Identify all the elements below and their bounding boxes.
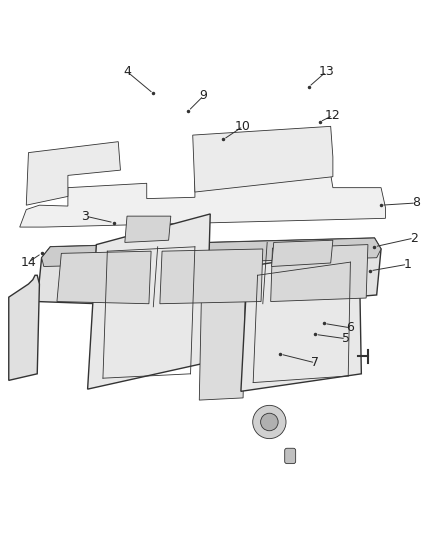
Text: 3: 3 <box>81 209 89 223</box>
Text: 4: 4 <box>123 65 131 78</box>
Text: 14: 14 <box>21 256 36 269</box>
Polygon shape <box>57 251 151 304</box>
Circle shape <box>253 405 286 439</box>
Polygon shape <box>160 249 263 304</box>
Polygon shape <box>20 174 385 227</box>
Polygon shape <box>42 238 381 266</box>
Text: 13: 13 <box>318 65 334 78</box>
Polygon shape <box>9 275 39 381</box>
Text: 6: 6 <box>346 321 354 334</box>
Polygon shape <box>125 216 171 243</box>
Polygon shape <box>193 126 333 192</box>
Polygon shape <box>272 240 333 266</box>
Text: 10: 10 <box>235 120 251 133</box>
Polygon shape <box>26 142 120 205</box>
Text: 2: 2 <box>410 231 418 245</box>
Polygon shape <box>37 238 381 308</box>
Polygon shape <box>199 290 245 400</box>
FancyBboxPatch shape <box>285 448 296 464</box>
Text: 1: 1 <box>403 258 411 271</box>
Text: 7: 7 <box>311 357 319 369</box>
Polygon shape <box>271 245 368 302</box>
Text: 5: 5 <box>342 332 350 345</box>
Polygon shape <box>88 214 210 389</box>
Text: 9: 9 <box>200 89 208 102</box>
Polygon shape <box>241 249 361 391</box>
Circle shape <box>261 413 278 431</box>
Text: 8: 8 <box>412 197 420 209</box>
Text: 12: 12 <box>325 109 341 122</box>
